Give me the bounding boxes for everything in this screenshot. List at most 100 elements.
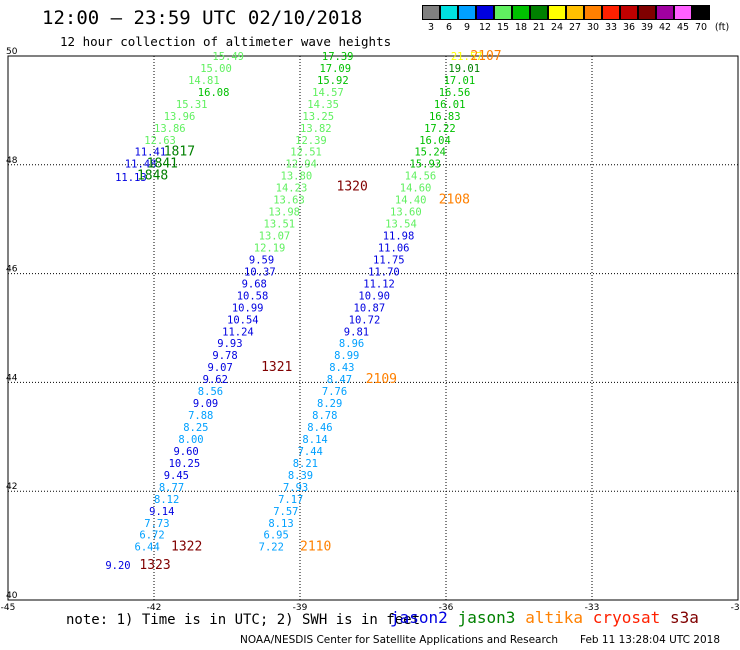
footer-note: note: 1) Time is in UTC; 2) SWH is in fe…	[66, 612, 421, 628]
longitude-tick-label: -39	[293, 603, 308, 613]
wave-height-label: 11.70	[368, 266, 400, 278]
wave-height-label: 9.68	[242, 278, 267, 290]
color-swatch	[548, 5, 566, 20]
color-swatch	[566, 5, 584, 20]
track-time-label: 2109	[366, 372, 397, 387]
wave-height-label: 16.04	[419, 135, 451, 147]
color-scale-label: 12	[478, 22, 492, 33]
color-swatch	[494, 5, 512, 20]
wave-height-label: 14.60	[400, 183, 432, 195]
wave-height-label: 7.17	[278, 494, 303, 506]
latitude-tick-label: 46	[6, 265, 18, 275]
color-swatch	[512, 5, 530, 20]
wave-height-label: 15.92	[317, 75, 349, 87]
wave-height-label: 10.72	[349, 314, 381, 326]
wave-height-label: 16.83	[429, 111, 461, 123]
wave-height-label: 7.57	[273, 506, 298, 518]
wave-height-label: 6.44	[135, 542, 160, 554]
wave-height-label: 9.93	[217, 338, 242, 350]
wave-height-label: 13.54	[385, 219, 417, 231]
color-scale-label: 27	[568, 22, 582, 33]
track-time-label: 1320	[337, 180, 368, 195]
generated-timestamp: Feb 11 13:28:04 UTC 2018	[580, 634, 720, 646]
wave-height-label: 7.76	[322, 386, 347, 398]
color-scale-unit: (ft)	[714, 22, 730, 33]
wave-height-label: 8.56	[198, 386, 223, 398]
track-time-label: 1841	[147, 157, 178, 172]
wave-height-label: 7.44	[298, 446, 323, 458]
color-swatch	[638, 5, 656, 20]
latitude-tick-label: 42	[6, 482, 17, 492]
wave-height-label: 13.80	[281, 171, 313, 183]
wave-height-label: 7.22	[259, 542, 284, 554]
color-scale-label: 42	[658, 22, 672, 33]
longitude-tick-label: -45	[1, 603, 16, 613]
satellite-legend-item: cryosat	[592, 608, 661, 627]
wave-height-label: 8.47	[327, 374, 352, 386]
latitude-tick-label: 50	[6, 47, 18, 57]
wave-height-label: 10.54	[227, 314, 259, 326]
wave-height-label: 14.40	[395, 195, 427, 207]
longitude-tick-label: -42	[147, 603, 162, 613]
wave-height-label: 8.78	[312, 410, 337, 422]
page-subtitle: 12 hour collection of altimeter wave hei…	[60, 34, 392, 49]
color-scale-label: 45	[676, 22, 690, 33]
color-swatch	[530, 5, 548, 20]
track-time-label: 1848	[137, 169, 168, 184]
color-scale-label: 18	[514, 22, 528, 33]
color-scale-label: 39	[640, 22, 654, 33]
wave-height-label: 14.57	[312, 87, 344, 99]
wave-height-label: 14.56	[405, 171, 437, 183]
latitude-tick-label: 40	[6, 591, 18, 601]
wave-height-label: 15.93	[410, 159, 442, 171]
track-time-label: 2107	[470, 49, 501, 64]
wave-height-label: 11.75	[373, 254, 405, 266]
wave-height-label: 13.86	[154, 123, 186, 135]
wave-height-label: 13.07	[259, 231, 291, 243]
wave-height-label: 9.14	[149, 506, 174, 518]
color-scale-label: 6	[445, 22, 453, 33]
wave-height-label: 17.09	[319, 63, 351, 75]
color-swatch	[584, 5, 602, 20]
wave-height-label: 16.08	[198, 87, 230, 99]
map-frame	[7, 55, 739, 601]
wave-height-label: 13.98	[268, 207, 300, 219]
wave-height-label: 11.48	[125, 159, 157, 171]
satellite-legend-item: jason3	[457, 608, 516, 627]
color-swatch	[458, 5, 476, 20]
longitude-tick-label: -30	[731, 603, 740, 613]
latitude-tick-label: 44	[6, 373, 18, 383]
wave-height-label: 11.06	[378, 242, 410, 254]
wave-height-label: 16.01	[434, 99, 466, 111]
wave-height-label: 8.99	[334, 350, 359, 362]
wave-height-label: 14.35	[307, 99, 339, 111]
wave-height-label: 15.00	[200, 63, 232, 75]
color-scale-label: 24	[550, 22, 564, 33]
track-time-label: 1817	[164, 145, 195, 160]
wave-height-label: 13.63	[273, 195, 305, 207]
wave-height-label: 12.51	[290, 147, 322, 159]
color-swatch	[440, 5, 458, 20]
wave-height-label: 9.60	[173, 446, 198, 458]
color-swatch	[476, 5, 494, 20]
track-time-label: 2108	[439, 193, 470, 208]
wave-height-label: 10.37	[244, 266, 276, 278]
wave-height-label: 16.56	[439, 87, 471, 99]
color-swatch	[620, 5, 638, 20]
wave-height-label: 10.99	[232, 302, 264, 314]
wave-height-label: 8.77	[159, 482, 184, 494]
wave-height-label: 10.25	[169, 458, 201, 470]
wave-height-label: 9.78	[212, 350, 237, 362]
wave-height-label: 9.81	[344, 326, 369, 338]
color-scale-label: 3	[427, 22, 435, 33]
wave-height-label: 14.81	[188, 75, 220, 87]
satellite-legend-item: jason2	[390, 608, 448, 627]
wave-height-label: 12.39	[295, 135, 327, 147]
wave-height-label: 8.13	[268, 518, 293, 530]
latitude-tick-label: 48	[6, 156, 18, 166]
wave-height-label: 7.93	[283, 482, 308, 494]
color-swatch	[602, 5, 620, 20]
wave-height-label: 15.49	[212, 51, 244, 63]
wave-height-label: 13.82	[300, 123, 332, 135]
